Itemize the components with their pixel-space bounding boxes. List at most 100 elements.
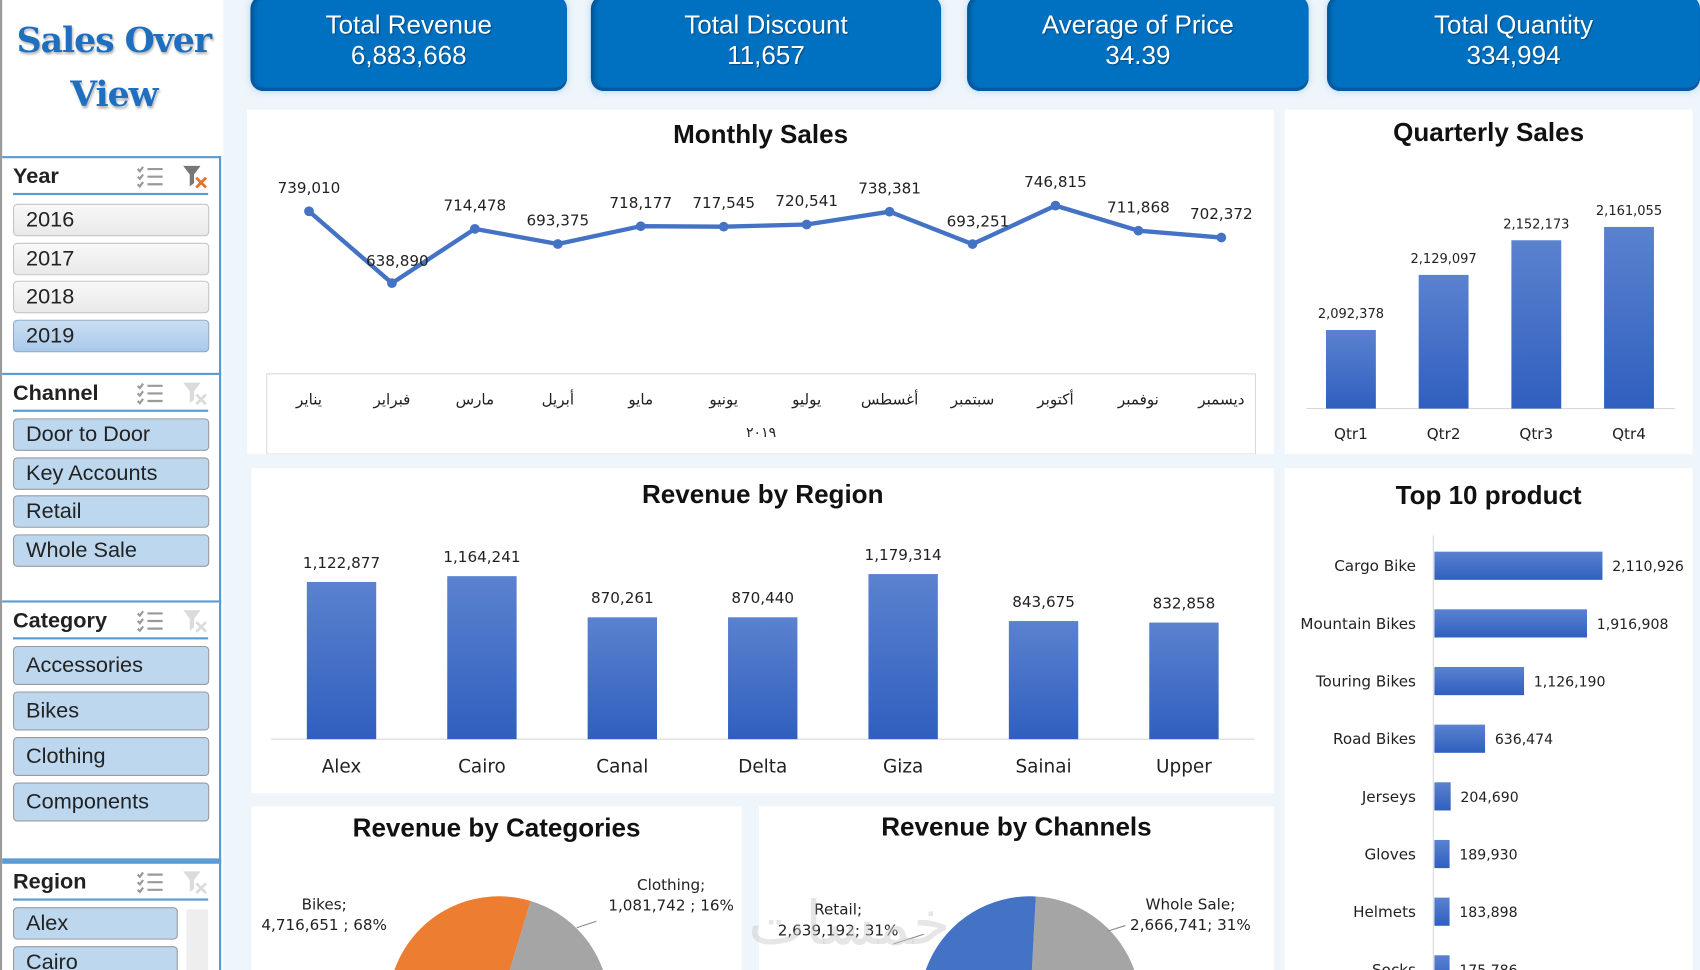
data-point <box>718 221 729 232</box>
slicer-item-region[interactable]: Alex <box>13 907 178 940</box>
bar <box>1434 955 1450 970</box>
multi-select-icon[interactable] <box>136 870 165 894</box>
data-label: 2,092,378 <box>1318 307 1384 322</box>
bar <box>1325 329 1376 409</box>
bar <box>447 576 517 740</box>
x-tick-label: Qtr2 <box>1427 425 1461 443</box>
bar <box>1434 551 1603 580</box>
y-tick-label: Socks <box>1372 961 1416 970</box>
top-10-product-chart: 2,110,926 Cargo Bike 1,916,908 Mountain Bik… <box>1300 535 1684 970</box>
x-tick-label: ديسمبر <box>1197 390 1244 408</box>
data-label: 714,478 <box>444 196 507 214</box>
data-label: 739,010 <box>278 179 341 197</box>
x-tick-label: سبتمبر <box>950 390 995 408</box>
bar <box>1008 621 1079 740</box>
data-label: 189,930 <box>1459 847 1517 863</box>
data-label: 718,177 <box>609 194 672 212</box>
revenue-by-channels-chart: Retail; 2,639,192; 31% Whole Sale; 2,666,74… <box>778 895 1251 970</box>
slicer-item-year[interactable]: 2017 <box>13 242 210 276</box>
slicer-item-channel[interactable]: Retail <box>13 495 210 528</box>
slicer-item-year[interactable]: 2018 <box>13 280 210 314</box>
data-label: 693,251 <box>947 213 1010 231</box>
kpi-average-price: Average of Price 34.39 <box>967 0 1309 92</box>
x-group-label: ٢٠١٩ <box>746 425 776 441</box>
x-tick-label: أبريل <box>542 389 575 408</box>
bar <box>1434 897 1450 926</box>
slicer-item-channel[interactable]: Whole Sale <box>13 534 210 567</box>
slicer-item-category[interactable]: Bikes <box>13 691 210 731</box>
chart-title: Top 10 product <box>1395 481 1582 511</box>
y-tick-label: Touring Bikes <box>1315 672 1416 690</box>
slicer-item-region[interactable]: Cairo <box>13 946 178 970</box>
clear-filter-icon[interactable] <box>181 868 209 896</box>
bar <box>1434 782 1451 811</box>
clear-filter-icon[interactable] <box>181 379 209 407</box>
kpi-label: Total Revenue <box>325 10 492 41</box>
x-tick-label: يونيو <box>708 390 738 408</box>
clear-filter-icon[interactable] <box>181 163 209 191</box>
data-label: 636,474 <box>1495 732 1553 748</box>
x-tick-label: Upper <box>1156 757 1212 778</box>
slicer-item-year-selected[interactable]: 2019 <box>13 319 210 353</box>
kpi-value: 11,657 <box>727 41 805 71</box>
data-label: 2,152,173 <box>1503 217 1569 232</box>
leader-line <box>576 920 597 929</box>
data-label: 1,179,314 <box>865 546 942 564</box>
data-point <box>387 278 397 289</box>
data-point <box>1050 200 1061 211</box>
x-tick-label: Giza <box>883 757 923 778</box>
data-point <box>635 221 646 232</box>
slice-label: 2,639,192; 31% <box>778 921 899 939</box>
monthly-sales-panel: Monthly Sales 739,010 يناير 638,890 فبراير 7… <box>247 109 1274 455</box>
bar <box>1434 666 1525 696</box>
bar <box>1434 609 1588 638</box>
kpi-label: Total Quantity <box>1433 10 1594 41</box>
data-point <box>552 239 563 249</box>
slicer-item-channel[interactable]: Door to Door <box>13 418 210 451</box>
slicer-item-category[interactable]: Components <box>13 782 210 822</box>
data-label: 175,786 <box>1459 963 1517 970</box>
slicer-title: Category <box>13 609 108 633</box>
data-label: 1,122,877 <box>303 554 380 572</box>
multi-select-icon[interactable] <box>136 165 165 189</box>
slicer-scrollbar[interactable] <box>186 909 209 970</box>
data-label: 832,858 <box>1153 594 1216 612</box>
y-tick-label: Cargo Bike <box>1334 557 1416 575</box>
data-label: 870,440 <box>731 589 794 607</box>
pie-slice <box>1031 896 1135 970</box>
slicer-title: Channel <box>13 381 99 406</box>
data-label: 870,261 <box>591 589 654 607</box>
revenue-by-categories-chart: Bikes; 4,716,651 ; 68% Clothing; 1,081,742 … <box>261 876 734 970</box>
slice-label: Retail; <box>814 901 862 919</box>
data-label: 2,110,926 <box>1612 559 1684 575</box>
slicer-item-year[interactable]: 2016 <box>13 203 210 237</box>
clear-filter-icon[interactable] <box>181 607 209 635</box>
bar <box>1434 724 1486 753</box>
data-label: 746,815 <box>1024 173 1087 191</box>
revenue-by-region-panel: Revenue by Region 1,122,877 Alex 1,164,241… <box>251 468 1274 794</box>
multi-select-icon[interactable] <box>136 381 165 405</box>
pie-slice <box>925 896 1036 970</box>
y-tick-label: Jerseys <box>1361 788 1416 806</box>
slicer-item-category[interactable]: Clothing <box>13 736 210 777</box>
category-axis-box <box>266 373 1257 455</box>
kpi-label: Total Discount <box>684 10 848 41</box>
data-point <box>304 206 314 217</box>
revenue-by-categories-panel: Revenue by Categories Bikes; 4,716,651 ; … <box>251 806 742 970</box>
slicer-item-channel[interactable]: Key Accounts <box>13 457 210 490</box>
data-label: 843,675 <box>1012 593 1075 611</box>
slice-label: 1,081,742 ; 16% <box>608 896 734 914</box>
x-tick-label: Sainai <box>1015 757 1071 778</box>
x-tick-label: أكتوبر <box>1036 389 1073 408</box>
multi-select-icon[interactable] <box>136 609 165 633</box>
data-label: 711,868 <box>1107 198 1170 216</box>
x-tick-label: يوليو <box>791 390 821 408</box>
slice-label: Bikes; <box>302 895 347 913</box>
y-tick-label: Mountain Bikes <box>1300 615 1416 633</box>
bar <box>587 617 658 740</box>
data-label: 2,161,055 <box>1596 204 1662 219</box>
x-tick-label: مارس <box>456 390 495 408</box>
chart-title: Quarterly Sales <box>1393 118 1585 148</box>
slicer-item-category[interactable]: Accessories <box>13 645 210 685</box>
slice-label: Clothing; <box>637 876 705 894</box>
